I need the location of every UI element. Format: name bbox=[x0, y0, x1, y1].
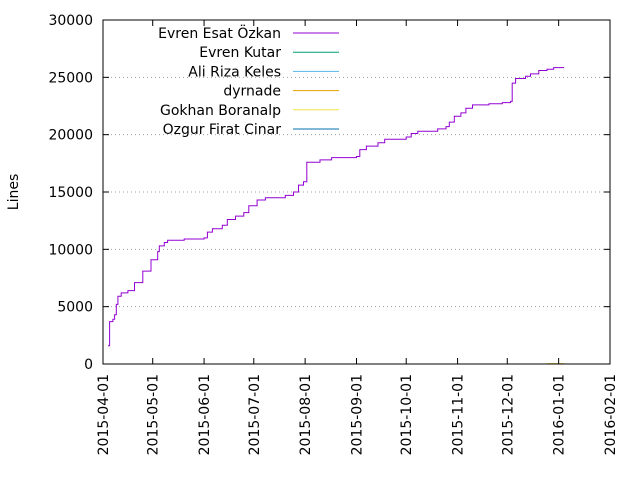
legend-label: Ozgur Firat Cinar bbox=[163, 122, 282, 138]
y-axis: 0 5000 10000 15000 20000 25000 30000 bbox=[48, 13, 610, 373]
y-tick-label: 30000 bbox=[48, 13, 93, 29]
x-tick-label: 2016-01-01 bbox=[552, 374, 568, 455]
grid-lines bbox=[103, 76, 610, 308]
x-tick-label: 2015-08-01 bbox=[298, 374, 314, 455]
x-axis: 2015-04-01 2015-05-01 2015-06-01 2015-07-01… bbox=[96, 20, 619, 455]
x-tick-label: 2015-06-01 bbox=[197, 374, 213, 455]
series-line-evren-esat-zkan bbox=[108, 67, 565, 347]
y-axis-title: Lines bbox=[6, 174, 22, 210]
x-tick-label: 2016-02-01 bbox=[603, 374, 619, 455]
x-tick-label: 2015-12-01 bbox=[500, 374, 516, 455]
legend-label: Evren Kutar bbox=[199, 45, 281, 61]
y-tick-label: 5000 bbox=[57, 300, 93, 316]
x-tick-label: 2015-05-01 bbox=[146, 374, 162, 455]
legend-label: dyrnade bbox=[223, 84, 281, 100]
legend-label: Gokhan Boranalp bbox=[160, 103, 281, 119]
x-tick-label: 2015-10-01 bbox=[399, 374, 415, 455]
y-tick-label: 25000 bbox=[48, 70, 93, 86]
legend-label: Evren Esat Özkan bbox=[158, 24, 281, 42]
y-tick-label: 20000 bbox=[48, 128, 93, 144]
legend-label: Ali Riza Keles bbox=[188, 64, 281, 80]
y-tick-label: 15000 bbox=[48, 185, 93, 201]
x-tick-label: 2015-07-01 bbox=[247, 374, 263, 455]
y-tick-label: 0 bbox=[84, 357, 93, 373]
x-tick-label: 2015-09-01 bbox=[350, 374, 366, 455]
x-tick-label: 2015-11-01 bbox=[451, 374, 467, 455]
y-tick-label: 10000 bbox=[48, 242, 93, 258]
legend: Evren Esat Özkan Evren Kutar Ali Riza Kele… bbox=[158, 24, 339, 138]
x-tick-label: 2015-04-01 bbox=[96, 374, 112, 455]
